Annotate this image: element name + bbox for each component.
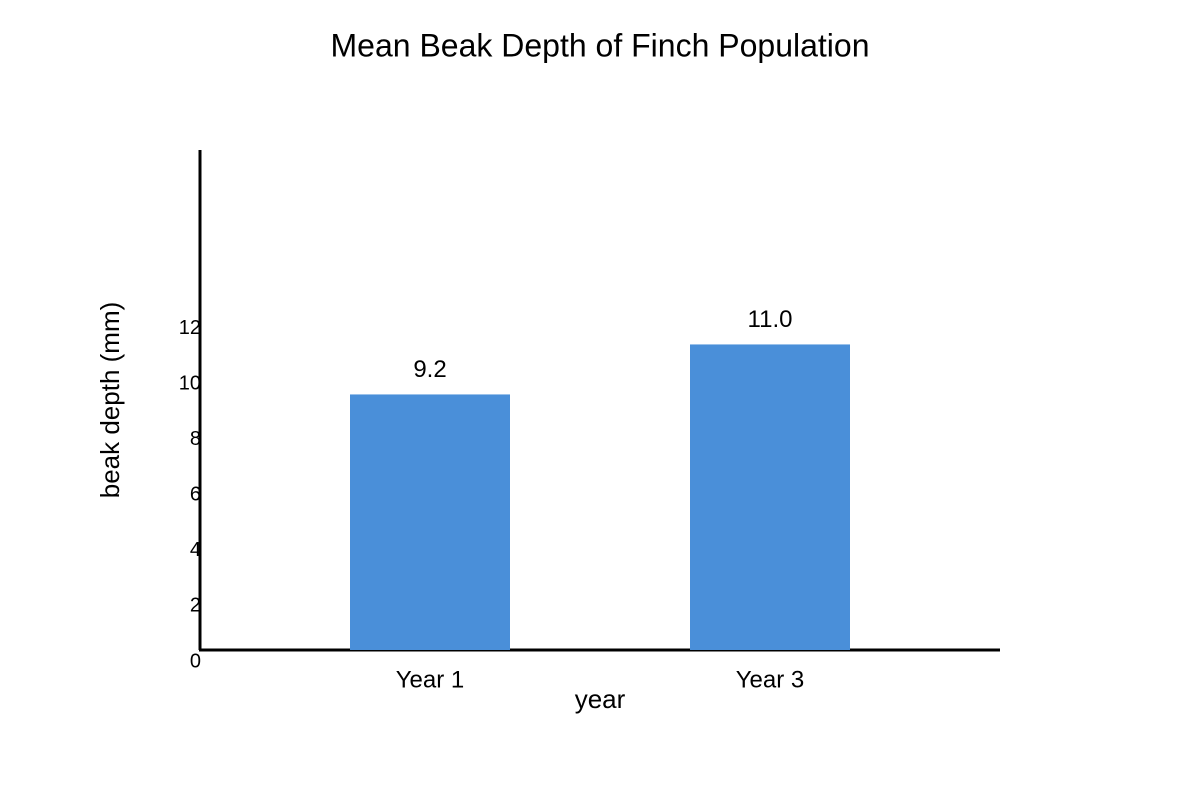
y-tick-label: 12 (179, 317, 201, 339)
y-tick-label: 8 (190, 428, 201, 450)
chart-title: Mean Beak Depth of Finch Population (331, 27, 870, 63)
y-tick-label: 4 (190, 539, 201, 561)
y-tick-label: 10 (179, 373, 201, 395)
y-axis-label: beak depth (mm) (95, 302, 125, 499)
y-tick-label: 6 (190, 484, 201, 506)
value-label: 11.0 (748, 306, 793, 333)
y-tick-label: 0 (190, 650, 201, 672)
bar (350, 394, 510, 650)
y-tick-label: 2 (190, 595, 201, 617)
x-axis-label: year (575, 684, 626, 714)
value-label: 9.2 (413, 356, 446, 383)
bar (690, 344, 850, 650)
x-tick-label: Year 3 (736, 666, 805, 693)
x-tick-label: Year 1 (396, 666, 465, 693)
